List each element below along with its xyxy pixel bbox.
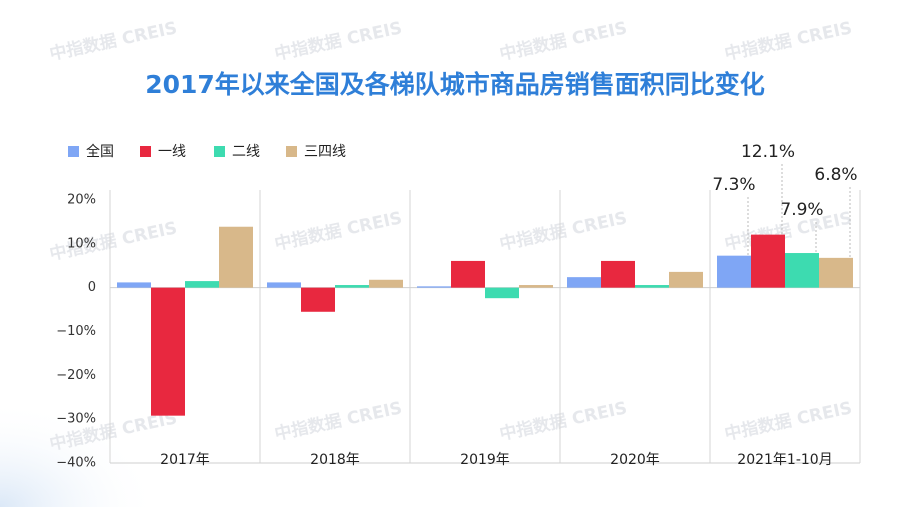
decoration — [0, 400, 160, 507]
y-tick-label: −40% — [56, 456, 96, 471]
bar — [751, 234, 785, 288]
bar — [669, 271, 703, 288]
x-tick-label: 2019年 — [460, 452, 510, 468]
bar — [519, 285, 553, 288]
bar — [151, 287, 185, 416]
bar — [485, 287, 519, 299]
legend-label: 全国 — [86, 143, 114, 160]
chart-title: 2017年以来全国及各梯队城市商品房销售面积同比变化 — [145, 70, 765, 99]
legend-label: 二线 — [232, 144, 260, 160]
bar — [567, 277, 601, 288]
y-tick-label: −30% — [56, 412, 96, 427]
legend-swatch — [286, 146, 297, 157]
legend-label: 一线 — [158, 144, 186, 160]
x-tick-label: 2021年1-10月 — [737, 452, 832, 468]
bar — [117, 282, 151, 288]
bar — [601, 260, 635, 288]
bar — [267, 282, 301, 288]
value-label: 7.9% — [780, 200, 823, 220]
legend-swatch — [214, 146, 225, 157]
bar — [451, 260, 485, 288]
value-label: 7.3% — [712, 175, 755, 195]
y-tick-label: −20% — [56, 368, 96, 383]
legend-swatch — [140, 146, 151, 157]
legend-label: 三四线 — [304, 144, 346, 160]
bar — [335, 285, 369, 288]
y-tick-label: 0 — [88, 280, 96, 295]
bar — [635, 285, 669, 288]
bar — [369, 279, 403, 288]
bar — [717, 255, 751, 288]
value-label: 12.1% — [741, 142, 795, 162]
x-tick-label: 2018年 — [310, 452, 360, 468]
bar — [219, 226, 253, 288]
bar — [819, 257, 853, 288]
bar — [301, 287, 335, 312]
x-tick-label: 2020年 — [610, 452, 660, 468]
bar — [785, 253, 819, 288]
x-tick-label: 2017年 — [160, 452, 210, 468]
bar — [185, 281, 219, 288]
value-label: 6.8% — [814, 165, 857, 185]
legend-swatch — [68, 146, 79, 157]
y-tick-label: 20% — [67, 193, 96, 208]
y-tick-label: −10% — [56, 324, 96, 339]
y-tick-label: 10% — [67, 236, 96, 251]
bar — [417, 286, 451, 288]
